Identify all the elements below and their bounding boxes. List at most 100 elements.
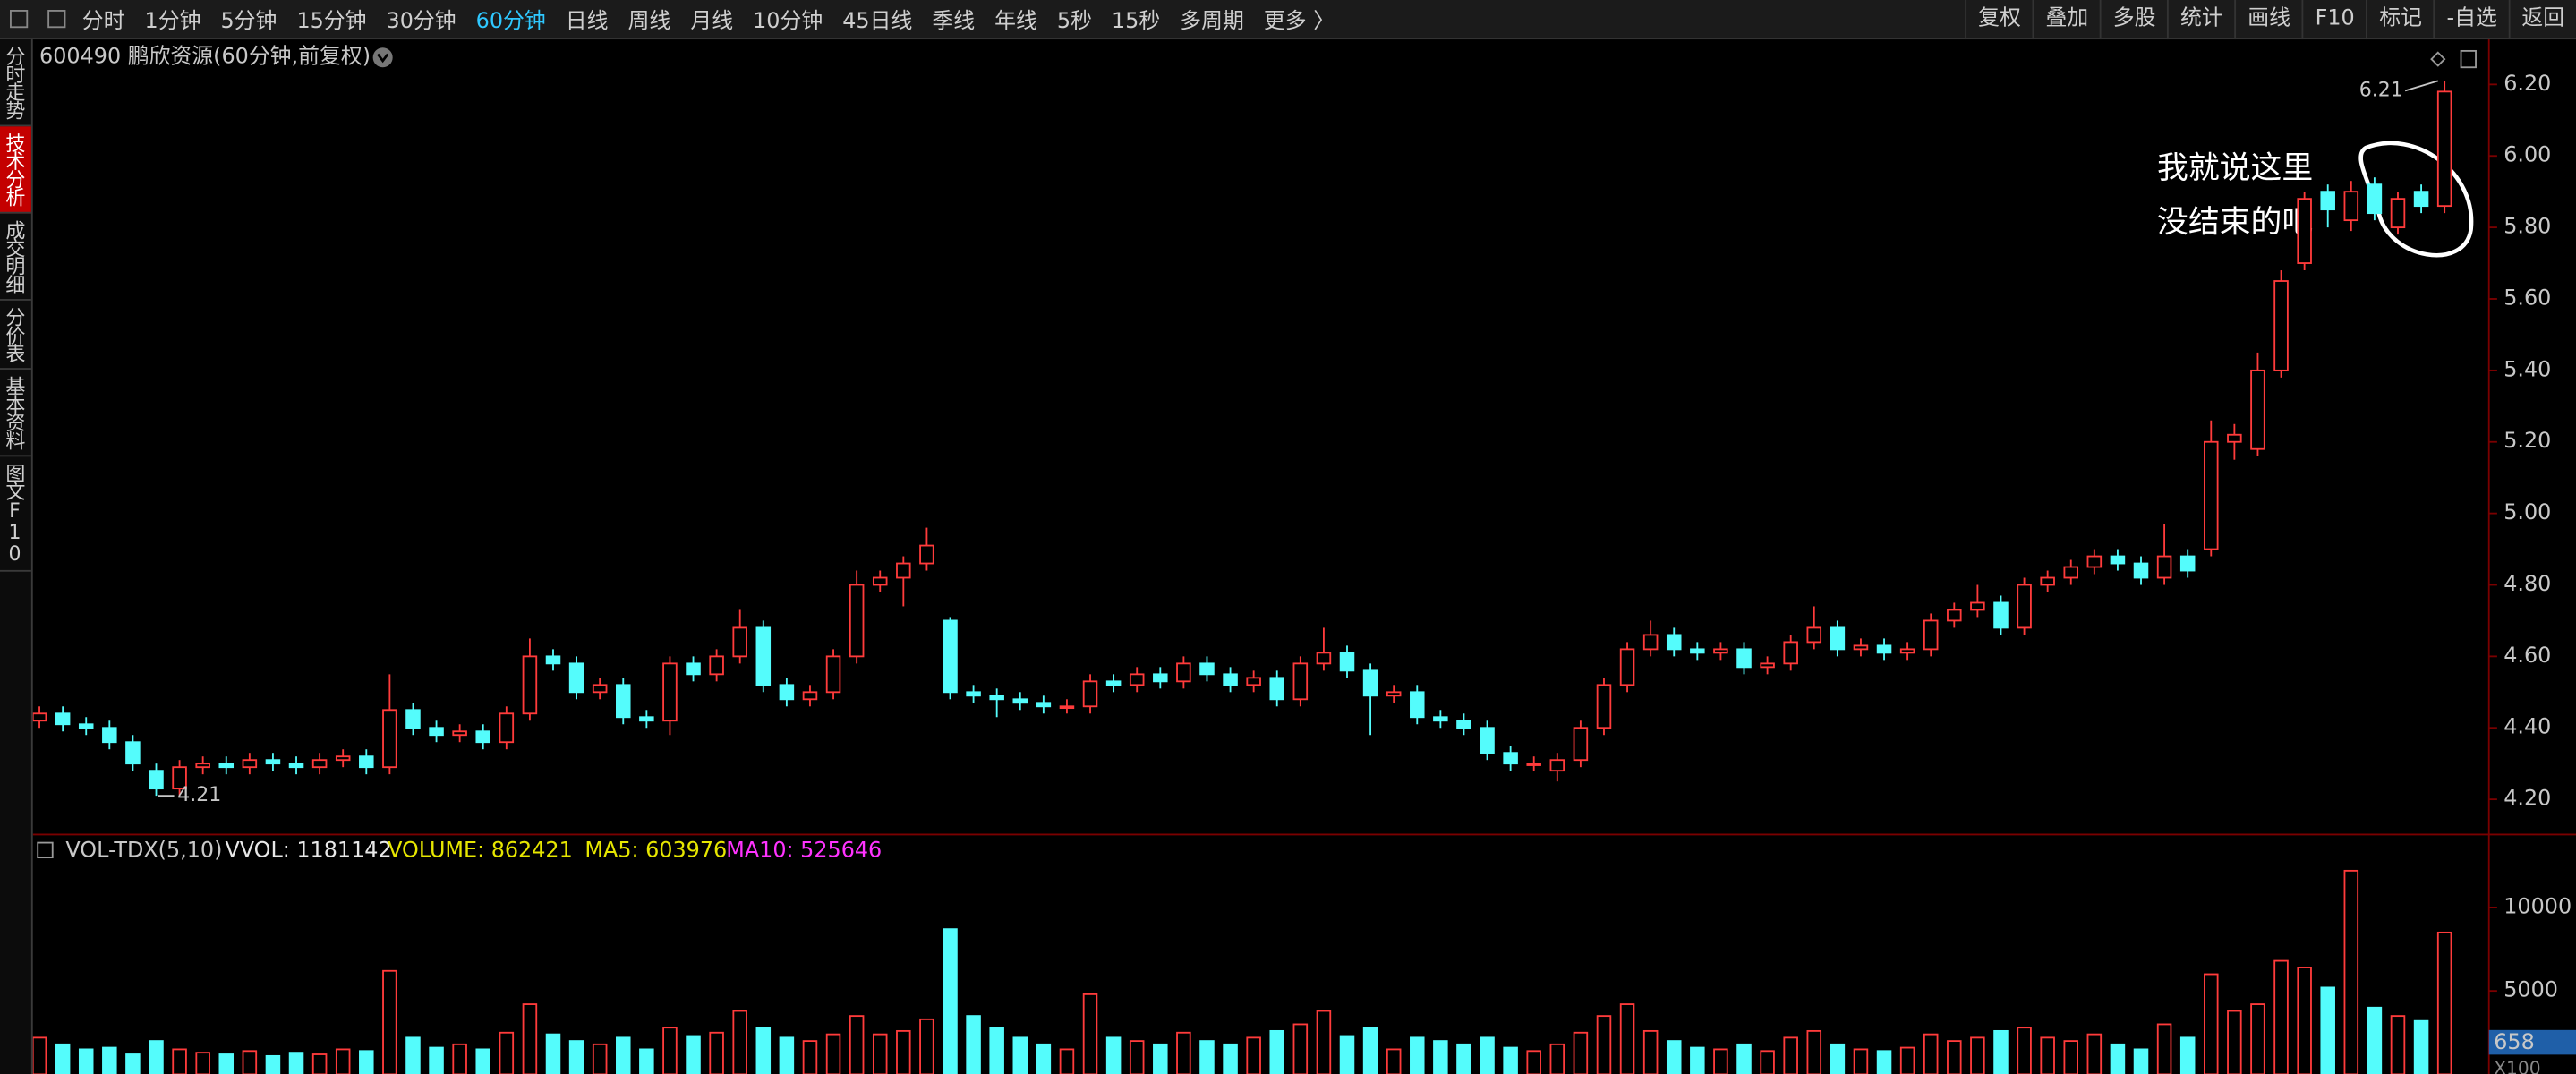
- volume-bar: [1876, 1050, 1892, 1074]
- candle-body: [2063, 566, 2079, 579]
- volume-bar: [405, 1036, 421, 1074]
- volume-bar: [1153, 1043, 1168, 1074]
- period-tab[interactable]: 5分钟: [220, 10, 277, 35]
- cursor-box: [2488, 1029, 2576, 1055]
- volume-bar: [592, 1043, 608, 1074]
- period-tab[interactable]: 60分钟: [475, 10, 546, 35]
- side-tab[interactable]: 分时走势: [0, 39, 31, 127]
- volume-bar: [475, 1048, 490, 1074]
- action-button[interactable]: 标记: [2366, 0, 2434, 39]
- side-tab[interactable]: 成交明细: [0, 214, 31, 301]
- candle-body: [616, 684, 631, 719]
- volume-bar: [1853, 1048, 1869, 1074]
- candle-body: [1760, 662, 1775, 669]
- volume-bar: [1690, 1046, 1705, 1074]
- period-tabs: 分时 1分钟 5分钟 15分钟 30分钟 60分钟 日线 周线 月线 10分钟 45日线 季线 年线 5秒…: [82, 4, 1335, 35]
- volume-bar: [1386, 1048, 1402, 1074]
- toolbar-icon[interactable]: [10, 10, 29, 29]
- period-tab[interactable]: 年线: [994, 10, 1037, 35]
- volume-bar: [662, 1027, 678, 1074]
- candle-body: [943, 619, 958, 694]
- extreme-arrow: [2404, 80, 2439, 92]
- candle-body: [1642, 634, 1659, 651]
- period-tab[interactable]: 月线: [690, 10, 734, 35]
- toolbar-icon[interactable]: [47, 10, 66, 29]
- volume-bar: [919, 1018, 934, 1074]
- side-tab[interactable]: 图文F10: [0, 456, 31, 572]
- period-tab[interactable]: 15秒: [1112, 10, 1161, 35]
- volume-bar: [2227, 1010, 2242, 1074]
- action-button[interactable]: 多股: [2100, 0, 2167, 39]
- period-tab[interactable]: 30分钟: [386, 10, 456, 35]
- period-tab[interactable]: 日线: [565, 10, 609, 35]
- action-button[interactable]: 复权: [1965, 0, 2032, 39]
- candle-body: [2436, 90, 2452, 208]
- period-tab[interactable]: 1分钟: [144, 10, 201, 35]
- side-tab[interactable]: 技术分析: [0, 126, 31, 214]
- candle-body: [1970, 601, 1985, 611]
- candle-body: [592, 684, 608, 694]
- candle-body: [1923, 619, 1939, 651]
- candle-body: [1503, 752, 1518, 765]
- action-button[interactable]: 叠加: [2032, 0, 2100, 39]
- volume-bar: [1993, 1029, 2009, 1074]
- candle-body: [802, 691, 818, 701]
- period-tab[interactable]: 周线: [627, 10, 671, 35]
- volume-bar: [78, 1048, 94, 1074]
- period-tab[interactable]: 45日线: [842, 10, 913, 35]
- side-tab[interactable]: 基本资料: [0, 370, 31, 457]
- period-tab[interactable]: 5秒: [1056, 10, 1092, 35]
- annotation-text: 我就说这里: [2157, 150, 2313, 186]
- volume-bar: [265, 1054, 281, 1074]
- action-button[interactable]: -自选: [2433, 0, 2509, 39]
- vol-icon[interactable]: [37, 841, 54, 859]
- candle-body: [1549, 759, 1565, 772]
- panel-icon[interactable]: [2460, 49, 2477, 69]
- vol-title: VOL-TDX(5,10): [65, 837, 222, 862]
- period-tab[interactable]: 季线: [932, 10, 976, 35]
- volume-bar: [288, 1052, 304, 1074]
- period-tab[interactable]: 10分钟: [753, 10, 823, 35]
- action-button[interactable]: 返回: [2508, 0, 2576, 39]
- volume-bar: [545, 1033, 561, 1074]
- volume-bar: [1176, 1031, 1191, 1074]
- volume-bar: [1713, 1048, 1728, 1074]
- volume-bar: [55, 1043, 71, 1074]
- period-tab[interactable]: 分时: [81, 10, 125, 35]
- sidebar: 分时走势 技术分析 成交明细 分价表 基本资料 图文F10: [0, 39, 33, 1074]
- volume-bar: [1339, 1035, 1355, 1074]
- candle-body: [2204, 440, 2219, 550]
- volume-bar: [1292, 1023, 1309, 1074]
- volume-bar: [335, 1048, 351, 1074]
- diamond-icon[interactable]: [2430, 51, 2446, 67]
- volume-bar: [966, 1015, 981, 1074]
- action-button[interactable]: 画线: [2234, 0, 2302, 39]
- action-button[interactable]: 统计: [2167, 0, 2234, 39]
- volume-bar: [2204, 973, 2219, 1074]
- volume-bar: [1223, 1043, 1238, 1074]
- candle-body: [1036, 702, 1052, 708]
- volume-bar: [1573, 1031, 1589, 1074]
- action-button[interactable]: F10: [2301, 0, 2367, 39]
- side-tab[interactable]: 分价表: [0, 301, 31, 370]
- period-tab[interactable]: 多周期: [1180, 10, 1244, 35]
- annotation-text: 没结束的吧: [2157, 205, 2313, 241]
- candle-body: [2156, 555, 2172, 579]
- cursor-label: 658: [2494, 1029, 2535, 1054]
- candle-body: [779, 684, 795, 701]
- volume-bar: [1269, 1029, 1284, 1074]
- extreme-label: 6.21: [2359, 79, 2403, 101]
- period-tab[interactable]: 更多 〉: [1263, 10, 1335, 35]
- candle-body: [218, 763, 235, 769]
- volume-bar: [2273, 959, 2289, 1074]
- y-tick-label: 4.20: [2503, 786, 2551, 811]
- action-buttons: 复权 叠加 多股 统计 画线 F10 标记 -自选 返回: [1965, 0, 2576, 39]
- period-tab[interactable]: 15分钟: [296, 10, 367, 35]
- title-menu-icon[interactable]: [372, 47, 393, 68]
- candle-body: [475, 730, 490, 744]
- candle-body: [1526, 763, 1541, 766]
- candle-body: [1223, 673, 1238, 686]
- candle-body: [872, 576, 888, 586]
